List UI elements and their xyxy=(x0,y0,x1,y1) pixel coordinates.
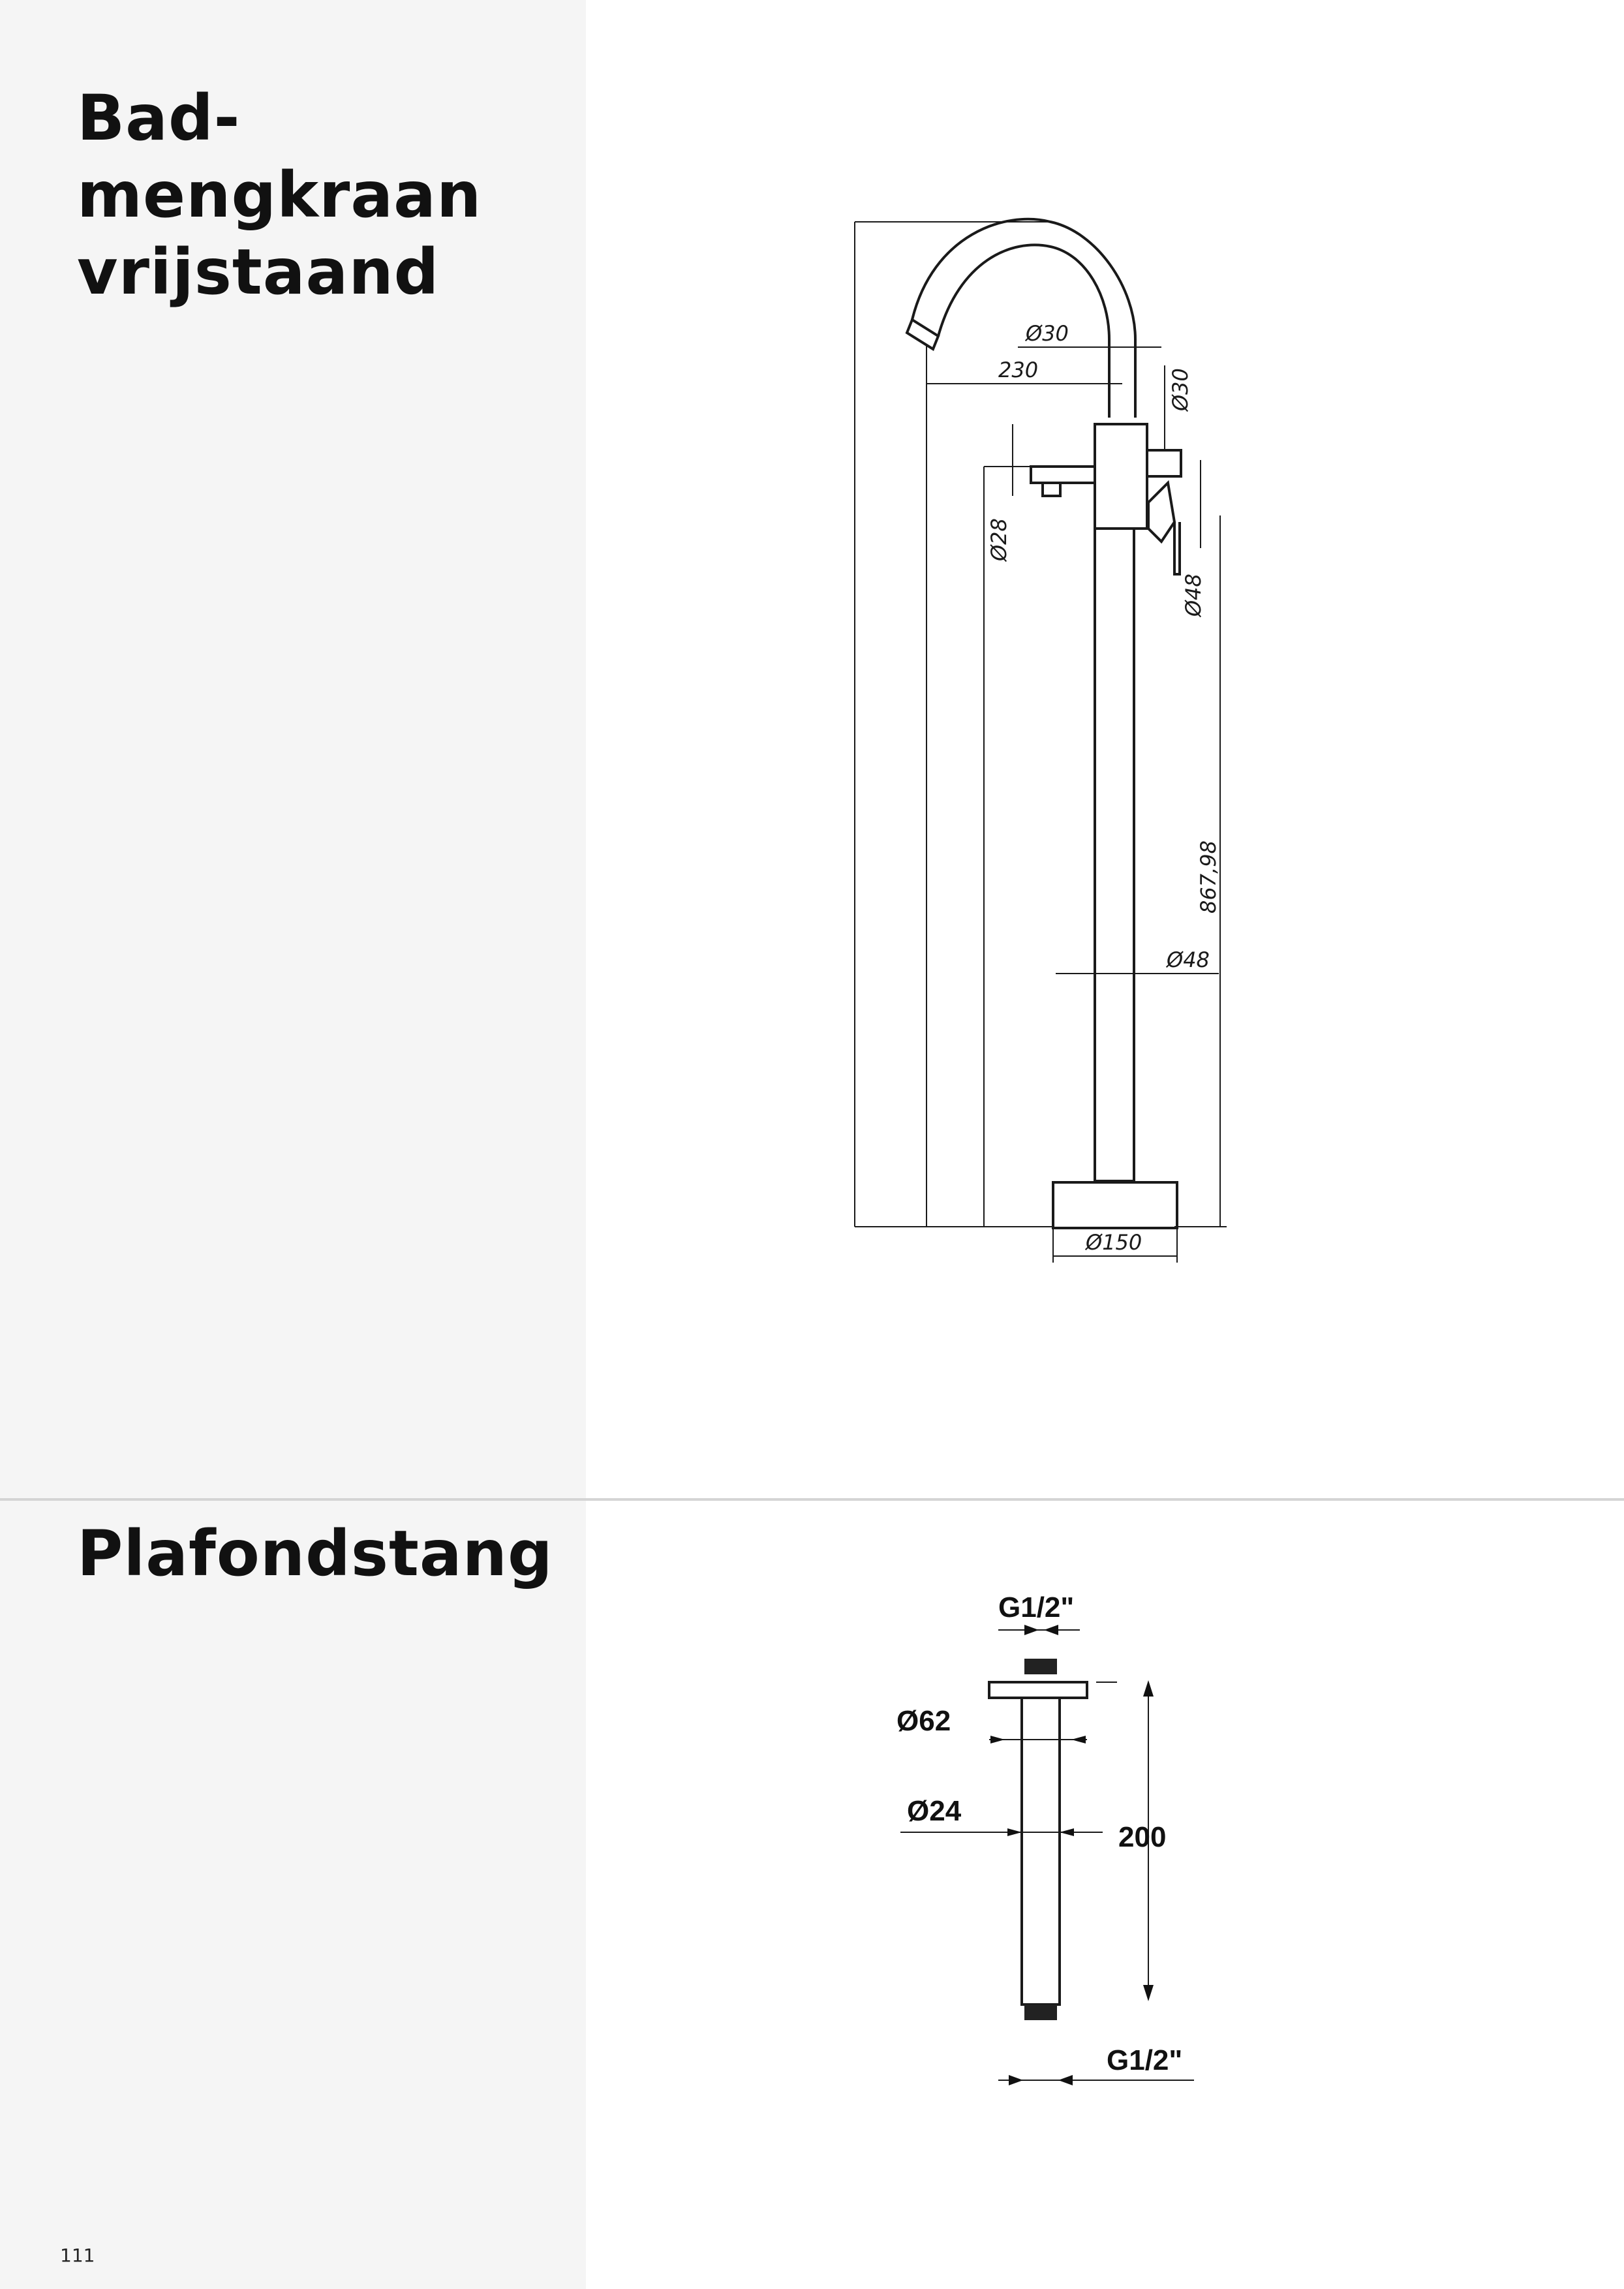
column xyxy=(1094,527,1135,1182)
section-title-bath-mixer: Bad- mengkraan vrijstaand xyxy=(77,80,482,311)
page-number: 111 xyxy=(60,2245,95,2266)
section-title-ceiling-rod: Plafondstang xyxy=(77,1515,553,1592)
title-line: vrijstaand xyxy=(77,236,440,309)
arrow xyxy=(990,1736,1005,1744)
dim-label-spout-diameter: Ø30 xyxy=(1024,321,1069,346)
dim-label-column-height: 867,98 xyxy=(1196,840,1221,914)
thread-bottom xyxy=(1024,2005,1057,2020)
base xyxy=(1052,1181,1178,1229)
thread-top xyxy=(1024,1659,1057,1674)
dim-label-body-diameter: Ø30 xyxy=(1168,368,1193,412)
dim-label-length: 200 xyxy=(1118,1821,1166,1853)
bath-mixer-drawing: 230 Ø30 Ø30 Ø28 Ø48 867,98 Ø48 Ø150 xyxy=(854,217,1227,1263)
dim-label-column-diameter: Ø48 xyxy=(1165,947,1210,972)
arrow xyxy=(1024,1625,1039,1635)
holder-left xyxy=(1030,465,1095,497)
dim-label-spout-reach: 230 xyxy=(998,358,1038,382)
section-divider xyxy=(0,1498,1624,1501)
dim-label-base-diameter: Ø150 xyxy=(1084,1230,1142,1255)
dim-label-lever-diameter: Ø48 xyxy=(1181,574,1206,618)
arrow xyxy=(1058,2075,1073,2085)
ceiling-rod-drawing: G1/2" Ø62 Ø24 200 G1/2" xyxy=(896,1591,1194,2085)
mixer-body xyxy=(1094,423,1148,530)
spout-tip xyxy=(905,318,940,351)
arrow xyxy=(1143,1680,1154,1697)
pipe xyxy=(1020,1697,1061,2006)
spout-outline xyxy=(911,217,1137,418)
title-line: mengkraan xyxy=(77,159,482,232)
flange xyxy=(988,1681,1088,1699)
dim-label-thread-top: G1/2" xyxy=(998,1591,1074,1623)
title-line: Plafondstang xyxy=(77,1517,553,1590)
arrow xyxy=(1143,1985,1154,2001)
arrow xyxy=(1007,1828,1022,1836)
dim-label-pipe-diameter: Ø24 xyxy=(907,1795,962,1827)
lever-right xyxy=(1147,449,1182,576)
arrow xyxy=(1060,1828,1074,1836)
dim-label-thread-bottom: G1/2" xyxy=(1107,2044,1182,2076)
dim-label-handle-diameter: Ø28 xyxy=(987,518,1011,562)
arrow xyxy=(1009,2075,1023,2085)
spout-inner xyxy=(937,243,1111,418)
arrow xyxy=(1044,1625,1058,1635)
sidebar-panel xyxy=(0,0,586,2289)
dim-label-flange-diameter: Ø62 xyxy=(896,1705,951,1737)
arrow xyxy=(1071,1736,1086,1744)
title-line: Bad- xyxy=(77,82,241,155)
